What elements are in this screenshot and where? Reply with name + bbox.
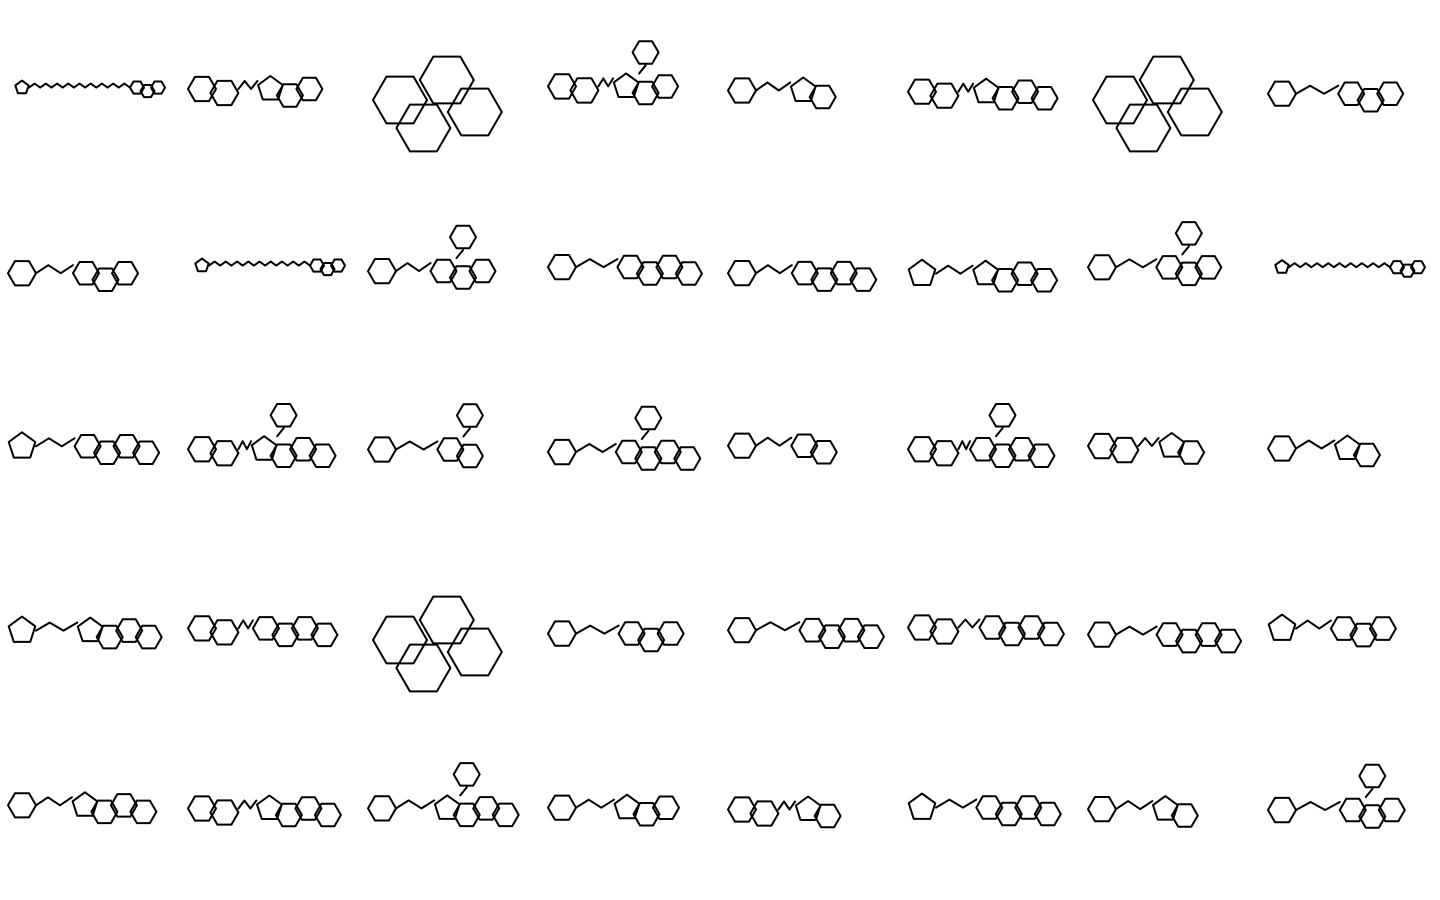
molecule-structure [367,403,484,469]
molecule-structure [14,79,166,99]
molecule-structure [1267,613,1397,648]
molecule-structure [1087,221,1223,287]
molecule-structure [727,432,838,465]
molecule-structure [7,615,163,650]
molecule-structure [727,795,842,829]
molecule-structure [1274,259,1426,278]
molecule-structure [907,403,1056,468]
molecule-structure [372,55,503,153]
molecule-structure [1267,763,1406,829]
molecule-structure [727,260,878,292]
molecule-structure [7,431,161,465]
molecule-structure [367,762,520,828]
molecule-structure [727,617,885,649]
molecule-structure [1267,80,1405,113]
molecule-structure [907,77,1059,111]
molecule-structure [367,224,497,290]
molecule-structure [1087,621,1243,654]
molecule-structure [187,403,337,468]
molecule-structure [194,257,346,277]
molecule-structure [187,794,342,828]
molecule-structure [1267,434,1381,468]
molecule-structure [907,258,1059,293]
molecule-structure [547,40,680,106]
molecule-structure [7,260,139,292]
molecule-structure [187,75,324,108]
molecule-structure [1087,795,1199,828]
molecule-structure [907,792,1062,827]
molecule-structure [547,254,703,286]
molecule-structure [187,615,339,648]
molecule-structure [547,405,702,471]
molecule-structure [7,791,158,825]
molecule-structure [1092,55,1223,153]
molecule-structure [727,76,837,110]
molecule-structure [1087,432,1206,465]
molecule-structure [547,793,680,827]
molecule-structure [372,595,503,693]
molecule-cells [7,40,1426,829]
molecule-structure [547,620,685,653]
molecule-structure [907,614,1065,647]
